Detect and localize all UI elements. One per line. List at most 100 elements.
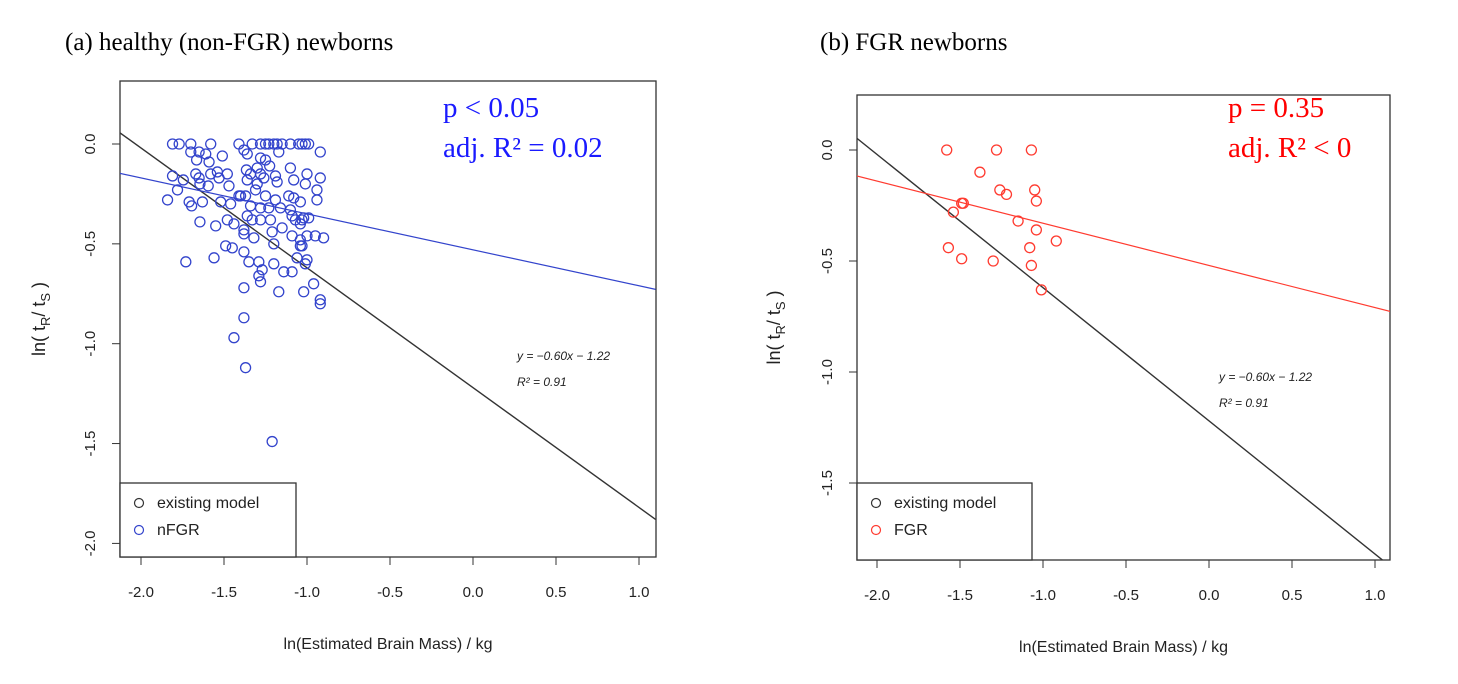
data-point bbox=[228, 218, 240, 230]
data-point bbox=[311, 194, 323, 206]
y-axis-label: ln( tR/ tS ) bbox=[29, 282, 53, 356]
data-point bbox=[251, 162, 263, 174]
y-tick-label: -0.5 bbox=[819, 248, 836, 274]
model-r2: R² = 0.91 bbox=[517, 375, 567, 389]
data-point bbox=[258, 172, 270, 184]
data-point bbox=[974, 166, 986, 178]
data-point bbox=[288, 192, 300, 204]
data-point bbox=[263, 160, 276, 172]
legend-marker bbox=[870, 497, 882, 509]
data-point bbox=[205, 138, 217, 150]
y-tick-label: -2.0 bbox=[82, 530, 99, 556]
data-point bbox=[307, 278, 320, 290]
data-point bbox=[271, 176, 283, 188]
data-point bbox=[303, 138, 315, 150]
data-point bbox=[185, 200, 198, 212]
data-point bbox=[180, 256, 192, 268]
data-point bbox=[240, 164, 253, 176]
data-point bbox=[294, 196, 307, 208]
regression-fit-line bbox=[857, 175, 1390, 313]
data-point bbox=[185, 146, 197, 158]
chart-title: (b) FGR newborns bbox=[820, 29, 1008, 56]
data-point bbox=[238, 224, 250, 236]
data-point bbox=[248, 232, 260, 244]
data-point bbox=[309, 230, 321, 242]
data-point bbox=[296, 138, 308, 150]
data-point bbox=[239, 362, 252, 374]
x-tick-label: -2.0 bbox=[128, 584, 154, 601]
model-equation: y = −0.60x − 1.22 bbox=[1218, 370, 1312, 384]
data-point bbox=[220, 240, 232, 252]
data-point bbox=[194, 216, 206, 228]
data-point bbox=[246, 138, 258, 150]
chart-title: (a) healthy (non-FGR) newborns bbox=[65, 29, 393, 56]
data-point bbox=[190, 154, 203, 166]
y-label-subscript: S bbox=[773, 301, 788, 310]
data-point bbox=[238, 228, 250, 240]
y-tick-label: -0.5 bbox=[82, 231, 99, 257]
y-tick-label: -1.5 bbox=[82, 431, 99, 457]
x-tick-label: -0.5 bbox=[377, 584, 403, 601]
data-point bbox=[1024, 242, 1036, 254]
model-equation: y = −0.60x − 1.22 bbox=[516, 349, 610, 363]
data-point bbox=[208, 252, 220, 264]
x-tick-label: -1.5 bbox=[211, 584, 237, 601]
data-point bbox=[1050, 235, 1062, 247]
chart-panel-b: (b) FGR newborns -2.0 -1.5 -1.0 -0.5 0.0 0.5 1.… bbox=[764, 29, 1391, 656]
data-point bbox=[269, 170, 282, 182]
x-tick-label: -0.5 bbox=[1113, 587, 1139, 604]
data-point bbox=[241, 174, 253, 186]
data-point bbox=[956, 253, 968, 265]
data-point bbox=[238, 144, 250, 156]
plot-frame bbox=[119, 80, 657, 558]
existing-model-line bbox=[120, 131, 656, 521]
data-point bbox=[238, 282, 250, 294]
data-point bbox=[942, 242, 955, 254]
y-label-subscript: R bbox=[773, 325, 788, 334]
y-label-part: / t bbox=[29, 302, 49, 317]
legend-marker bbox=[133, 524, 145, 536]
legend-label: nFGR bbox=[157, 522, 200, 539]
data-point bbox=[1030, 195, 1043, 207]
adj-r2-annotation: adj. R² = 0.02 bbox=[443, 132, 603, 164]
data-point bbox=[268, 138, 280, 150]
y-axis-label: ln( tR/ tS ) bbox=[764, 290, 788, 364]
data-point bbox=[244, 168, 257, 180]
data-point bbox=[193, 146, 205, 158]
y-label-subscript: S bbox=[38, 293, 53, 302]
data-point bbox=[216, 150, 228, 162]
data-point bbox=[259, 190, 272, 202]
data-point bbox=[246, 214, 258, 226]
data-point bbox=[273, 286, 285, 298]
data-point bbox=[941, 144, 953, 156]
data-point bbox=[286, 210, 298, 222]
data-point bbox=[243, 256, 255, 268]
data-point bbox=[193, 172, 205, 184]
data-point bbox=[254, 276, 267, 288]
data-point bbox=[271, 138, 283, 150]
data-point bbox=[166, 170, 179, 182]
data-point bbox=[276, 222, 288, 234]
y-label-part: ) bbox=[29, 282, 49, 293]
data-point bbox=[203, 156, 215, 168]
data-point bbox=[254, 138, 267, 150]
data-point bbox=[1030, 224, 1043, 236]
data-point bbox=[239, 190, 252, 202]
y-tick-label: 0.0 bbox=[819, 140, 836, 161]
data-point bbox=[314, 146, 326, 158]
y-label-part: ) bbox=[764, 290, 784, 301]
data-point bbox=[294, 234, 307, 246]
x-axis-label: ln(Estimated Brain Mass) / kg bbox=[1019, 639, 1228, 656]
data-point bbox=[253, 270, 265, 282]
x-tick-label: 0.5 bbox=[1282, 587, 1303, 604]
data-point bbox=[266, 435, 278, 448]
adj-r2-annotation: adj. R² < 0 bbox=[1228, 132, 1351, 164]
data-point bbox=[221, 214, 233, 226]
y-label-part: ln( t bbox=[29, 326, 49, 356]
p-value-annotation: p < 0.05 bbox=[443, 92, 539, 124]
data-point bbox=[1025, 144, 1038, 156]
data-point bbox=[241, 148, 253, 160]
data-point bbox=[299, 138, 311, 150]
data-point bbox=[264, 214, 277, 226]
